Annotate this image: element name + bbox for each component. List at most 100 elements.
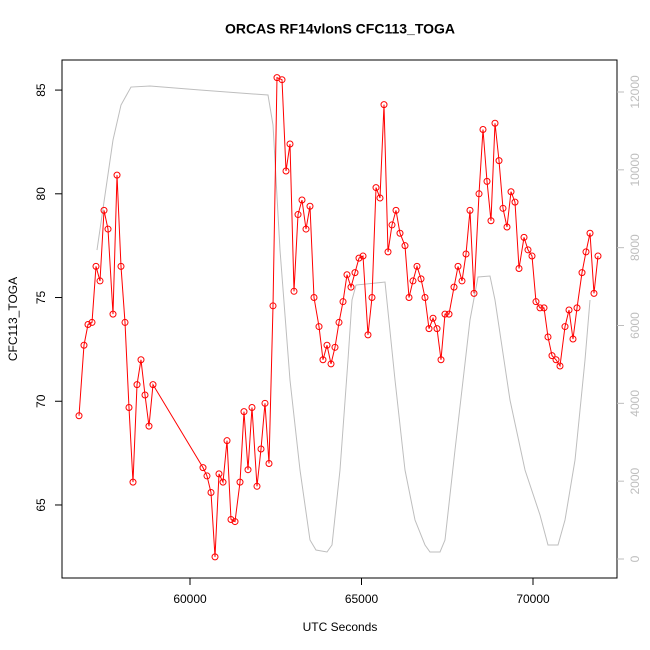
data-point bbox=[137, 356, 145, 364]
data-point bbox=[368, 294, 376, 302]
data-point bbox=[384, 248, 392, 256]
data-point bbox=[145, 422, 153, 430]
data-point bbox=[388, 221, 396, 229]
data-point bbox=[211, 553, 219, 561]
data-point bbox=[327, 360, 335, 368]
data-point bbox=[364, 331, 372, 339]
y-tick-label: 70 bbox=[34, 394, 48, 408]
data-point bbox=[491, 119, 499, 127]
data-point bbox=[511, 198, 519, 206]
data-point bbox=[109, 310, 117, 318]
data-point bbox=[113, 171, 121, 179]
data-point bbox=[475, 190, 483, 198]
data-point bbox=[556, 362, 564, 370]
data-point bbox=[413, 262, 421, 270]
data-point bbox=[429, 314, 437, 322]
data-point bbox=[590, 289, 598, 297]
data-point bbox=[401, 242, 409, 250]
data-point bbox=[298, 196, 306, 204]
data-point bbox=[578, 269, 586, 277]
data-point bbox=[355, 254, 363, 262]
data-point bbox=[417, 275, 425, 283]
data-point bbox=[376, 194, 384, 202]
chart-title: ORCAS RF14vlonS CFC113_TOGA bbox=[225, 21, 455, 37]
data-point bbox=[248, 403, 256, 411]
data-point bbox=[331, 343, 339, 351]
data-point bbox=[594, 252, 602, 260]
data-point bbox=[261, 399, 269, 407]
y2-tick-label: 8000 bbox=[628, 234, 642, 261]
data-point bbox=[323, 341, 331, 349]
data-point bbox=[257, 445, 265, 453]
y-tick-label: 80 bbox=[34, 187, 48, 201]
plot-frame bbox=[61, 59, 618, 579]
data-point bbox=[278, 76, 286, 84]
data-point bbox=[227, 515, 235, 523]
data-point bbox=[88, 318, 96, 326]
y2-tick-label: 0 bbox=[628, 555, 642, 562]
data-point bbox=[458, 277, 466, 285]
data-point bbox=[319, 356, 327, 364]
data-point bbox=[302, 225, 310, 233]
data-point bbox=[441, 310, 449, 318]
data-point bbox=[231, 518, 239, 526]
data-point bbox=[149, 381, 157, 389]
data-point bbox=[396, 229, 404, 237]
data-point bbox=[286, 140, 294, 148]
x-axis-label: UTC Seconds bbox=[303, 620, 378, 634]
x-tick-label: 70000 bbox=[516, 592, 550, 606]
data-point bbox=[335, 318, 343, 326]
data-point bbox=[536, 304, 544, 312]
data-point bbox=[462, 250, 470, 258]
data-point bbox=[392, 206, 400, 214]
data-point bbox=[104, 225, 112, 233]
data-point bbox=[125, 403, 133, 411]
data-point bbox=[528, 252, 536, 260]
data-point bbox=[84, 320, 92, 328]
data-point bbox=[215, 470, 223, 478]
data-line bbox=[78, 76, 599, 557]
data-point bbox=[548, 352, 556, 360]
data-point bbox=[483, 177, 491, 185]
data-point bbox=[573, 304, 581, 312]
y-tick-label: 85 bbox=[34, 83, 48, 97]
data-point bbox=[586, 229, 594, 237]
data-point bbox=[437, 356, 445, 364]
data-point bbox=[223, 437, 231, 445]
data-point bbox=[96, 277, 104, 285]
data-point bbox=[121, 318, 129, 326]
x-tick-label: 60000 bbox=[173, 592, 207, 606]
data-point bbox=[141, 391, 149, 399]
data-point bbox=[207, 489, 215, 497]
data-point bbox=[507, 188, 515, 196]
data-point bbox=[425, 325, 433, 333]
data-point bbox=[380, 101, 388, 109]
data-point bbox=[92, 262, 100, 270]
y-axis-label: CFC113_TOGA bbox=[6, 277, 20, 361]
data-point bbox=[219, 478, 227, 486]
data-point bbox=[253, 482, 261, 490]
y2-tick-label: 6000 bbox=[628, 312, 642, 339]
data-point bbox=[409, 277, 417, 285]
data-point bbox=[306, 202, 314, 210]
data-point bbox=[343, 271, 351, 279]
data-point bbox=[80, 341, 88, 349]
data-point bbox=[100, 206, 108, 214]
data-point bbox=[129, 478, 137, 486]
data-point bbox=[569, 335, 577, 343]
data-point bbox=[421, 294, 429, 302]
data-point bbox=[466, 206, 474, 214]
data-point bbox=[520, 233, 528, 241]
data-point bbox=[405, 294, 413, 302]
data-point bbox=[315, 323, 323, 331]
data-point bbox=[515, 264, 523, 272]
data-point bbox=[479, 125, 487, 133]
data-point bbox=[372, 184, 380, 192]
data-point bbox=[445, 310, 453, 318]
data-point bbox=[565, 306, 573, 314]
data-point bbox=[203, 472, 211, 480]
data-point bbox=[240, 408, 248, 416]
data-point bbox=[347, 283, 355, 291]
